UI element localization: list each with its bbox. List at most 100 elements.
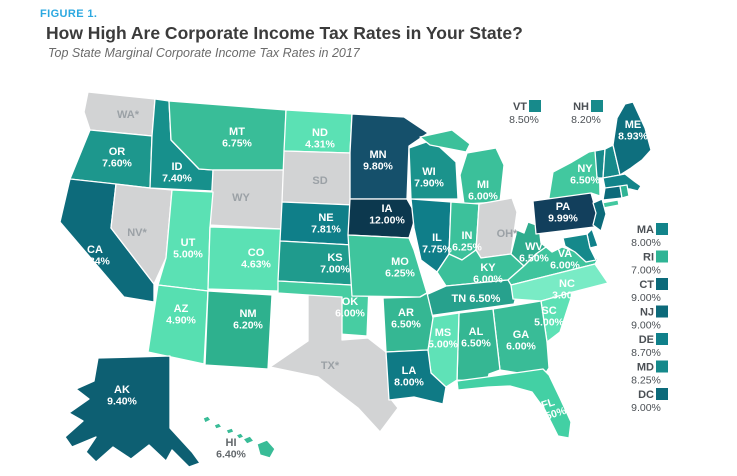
- legend-state-abbr: CT: [639, 279, 654, 291]
- legend-item-de: DE8.70%: [631, 333, 668, 359]
- state-label-wa: WA*: [117, 109, 140, 121]
- state-hi: [242, 435, 255, 445]
- legend-color-swatch: [656, 305, 668, 318]
- state-label-nm: NM 6.20%: [233, 308, 263, 332]
- state-label-ms: MS 5.00%: [428, 327, 458, 351]
- state-label-nc: NC 3.00%: [552, 278, 582, 302]
- legend-state-rate: 9.00%: [631, 402, 661, 414]
- legend-item-ct: CT9.00%: [631, 278, 668, 304]
- legend-state-rate: 8.25%: [631, 375, 661, 387]
- legend-state-abbr: RI: [643, 252, 654, 264]
- small-state-legend: VT8.50%NH8.20%MA8.00%RI7.00%CT9.00%NJ9.0…: [509, 100, 668, 414]
- state-labels-layer: WA* OR 7.60% CA 8.84% NV* ID 7.40% MT 6.75% WY UT 5.…: [80, 109, 648, 461]
- state-label-az: AZ 4.90%: [166, 303, 196, 327]
- figure-header: FIGURE 1. How High Are Corporate Income …: [40, 8, 523, 60]
- state-ri: [619, 184, 630, 199]
- state-label-la: LA 8.00%: [394, 365, 424, 389]
- state-label-wy: WY: [232, 192, 250, 204]
- legend-state-abbr: NH: [573, 101, 589, 113]
- state-label-ks: KS 7.00%: [320, 252, 350, 276]
- state-fl: [456, 368, 572, 439]
- state-hi: [256, 439, 276, 459]
- legend-state-rate: 8.50%: [509, 114, 539, 126]
- state-ak: [64, 355, 201, 468]
- state-mo: [347, 234, 428, 298]
- legend-state-abbr: MA: [637, 224, 654, 236]
- legend-item-vt: VT8.50%: [509, 100, 541, 126]
- state-label-mi: MI 6.00%: [468, 179, 498, 203]
- state-label-or: OR 7.60%: [102, 146, 132, 170]
- legend-color-swatch: [529, 100, 541, 112]
- legend-item-nh: NH8.20%: [571, 100, 603, 126]
- state-md: [562, 233, 597, 263]
- legend-state-abbr: MD: [637, 362, 654, 374]
- state-label-hi: HI 6.40%: [216, 437, 246, 461]
- state-hi: [213, 422, 223, 430]
- figure-label: FIGURE 1.: [40, 8, 98, 20]
- state-label-ak: AK 9.40%: [107, 384, 137, 408]
- state-ct: [602, 185, 623, 201]
- state-ia: [347, 198, 417, 239]
- legend-color-swatch: [656, 278, 668, 290]
- state-label-ia: IA 12.00%: [369, 203, 405, 227]
- state-label-ar: AR 6.50%: [391, 307, 421, 331]
- state-nm: [204, 290, 273, 370]
- state-label-ky: KY 6.00%: [473, 262, 503, 286]
- state-me: [612, 101, 652, 176]
- state-label-ga: GA 6.00%: [506, 329, 536, 353]
- legend-state-rate: 7.00%: [631, 265, 661, 277]
- legend-color-swatch: [656, 223, 668, 235]
- legend-state-rate: 8.70%: [631, 347, 661, 359]
- state-label-wi: WI 7.90%: [414, 166, 444, 190]
- figure-subtitle: Top State Marginal Corporate Income Tax …: [48, 46, 360, 60]
- legend-item-ri: RI7.00%: [631, 250, 668, 277]
- state-hi: [202, 415, 212, 424]
- state-label-il: IL 7.75%: [422, 232, 452, 256]
- state-la: [385, 349, 447, 405]
- state-label-al: AL 6.50%: [461, 326, 491, 350]
- state-label-nd: ND 4.31%: [305, 127, 335, 151]
- state-nj: [592, 198, 607, 232]
- state-label-sd: SD: [312, 175, 327, 187]
- state-label-nv: NV*: [127, 227, 147, 239]
- legend-item-md: MD8.25%: [631, 360, 668, 387]
- legend-color-swatch: [591, 100, 603, 112]
- state-label-in: IN 6.25%: [452, 230, 482, 254]
- state-label-va: VA 6.00%: [550, 248, 580, 272]
- state-label-mo: MO 6.25%: [385, 256, 415, 280]
- state-mi: [419, 129, 471, 153]
- state-label-ny: NY 6.50%: [570, 163, 600, 187]
- state-label-tn: TN 6.50%: [452, 293, 501, 305]
- page-title: How High Are Corporate Income Tax Rates …: [46, 23, 523, 43]
- state-label-mn: MN 9.80%: [363, 149, 393, 173]
- legend-color-swatch: [656, 333, 668, 345]
- state-label-wv: WV 6.50%: [519, 241, 549, 265]
- legend-state-rate: 9.00%: [631, 320, 661, 332]
- legend-state-rate: 9.00%: [631, 292, 661, 304]
- legend-state-abbr: DE: [639, 334, 654, 346]
- state-az: [147, 284, 209, 365]
- state-hi: [235, 432, 245, 440]
- legend-state-rate: 8.00%: [631, 237, 661, 249]
- state-label-co: CO 4.63%: [241, 247, 271, 271]
- legend-item-ma: MA8.00%: [631, 223, 668, 249]
- legend-color-swatch: [656, 250, 668, 263]
- state-label-sc: SC 5.00%: [534, 305, 564, 329]
- state-label-ut: UT 5.00%: [173, 237, 203, 261]
- state-label-ca: CA 8.84%: [80, 244, 110, 268]
- legend-item-nj: NJ9.00%: [631, 305, 668, 332]
- legend-state-abbr: DC: [638, 389, 654, 401]
- legend-color-swatch: [656, 388, 668, 400]
- states-layer: [59, 91, 652, 468]
- state-tx: [269, 294, 399, 433]
- state-label-pa: PA 9.99%: [548, 201, 578, 225]
- state-mn: [349, 113, 429, 200]
- state-label-oh: OH*: [497, 228, 519, 240]
- state-label-tx: TX*: [321, 360, 340, 372]
- legend-state-rate: 8.20%: [571, 114, 601, 126]
- legend-color-swatch: [656, 360, 668, 373]
- state-label-ne: NE 7.81%: [311, 212, 341, 236]
- state-label-me: ME 8.93%: [618, 119, 648, 143]
